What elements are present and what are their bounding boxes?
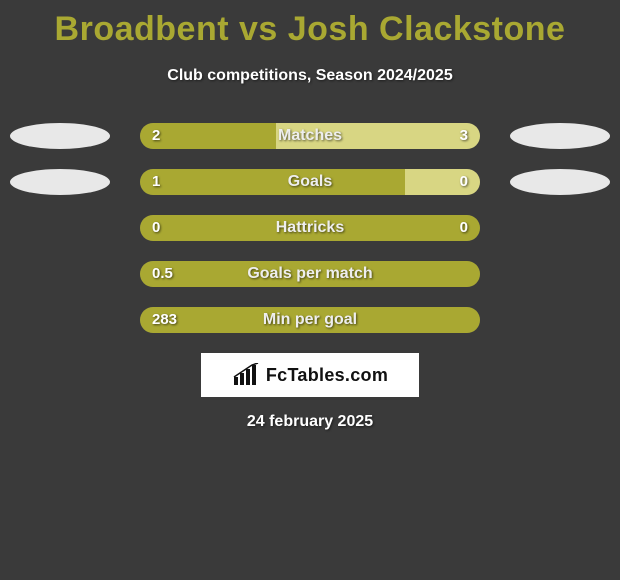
stat-row: Goals10 bbox=[0, 169, 620, 195]
bar-left-segment bbox=[140, 169, 405, 195]
chart-icon bbox=[232, 363, 260, 387]
logo-box: FcTables.com bbox=[201, 353, 419, 397]
stat-row: Matches23 bbox=[0, 123, 620, 149]
player-left-ellipse bbox=[10, 123, 110, 149]
stat-rows-container: Matches23 Goals10 Hattricks00 Goals per mat… bbox=[0, 123, 620, 333]
bar-left-segment bbox=[140, 123, 276, 149]
bar-track bbox=[140, 307, 480, 333]
bar-track bbox=[140, 169, 480, 195]
stat-row: Goals per match0.5 bbox=[0, 261, 620, 287]
date-line: 24 february 2025 bbox=[0, 413, 620, 431]
player-right-ellipse bbox=[510, 123, 610, 149]
stat-row: Hattricks00 bbox=[0, 215, 620, 241]
bar-left-segment bbox=[140, 215, 480, 241]
bar-left-segment bbox=[140, 307, 480, 333]
stat-row: Min per goal283 bbox=[0, 307, 620, 333]
player-right-ellipse bbox=[510, 169, 610, 195]
player-left-ellipse bbox=[10, 169, 110, 195]
bar-track bbox=[140, 215, 480, 241]
logo-text: FcTables.com bbox=[266, 365, 388, 386]
bar-track bbox=[140, 123, 480, 149]
page-subtitle: Club competitions, Season 2024/2025 bbox=[0, 67, 620, 85]
bar-track bbox=[140, 261, 480, 287]
bar-left-segment bbox=[140, 261, 480, 287]
page-title: Broadbent vs Josh Clackstone bbox=[0, 0, 620, 49]
bar-right-segment bbox=[276, 123, 480, 149]
bar-right-segment bbox=[405, 169, 480, 195]
